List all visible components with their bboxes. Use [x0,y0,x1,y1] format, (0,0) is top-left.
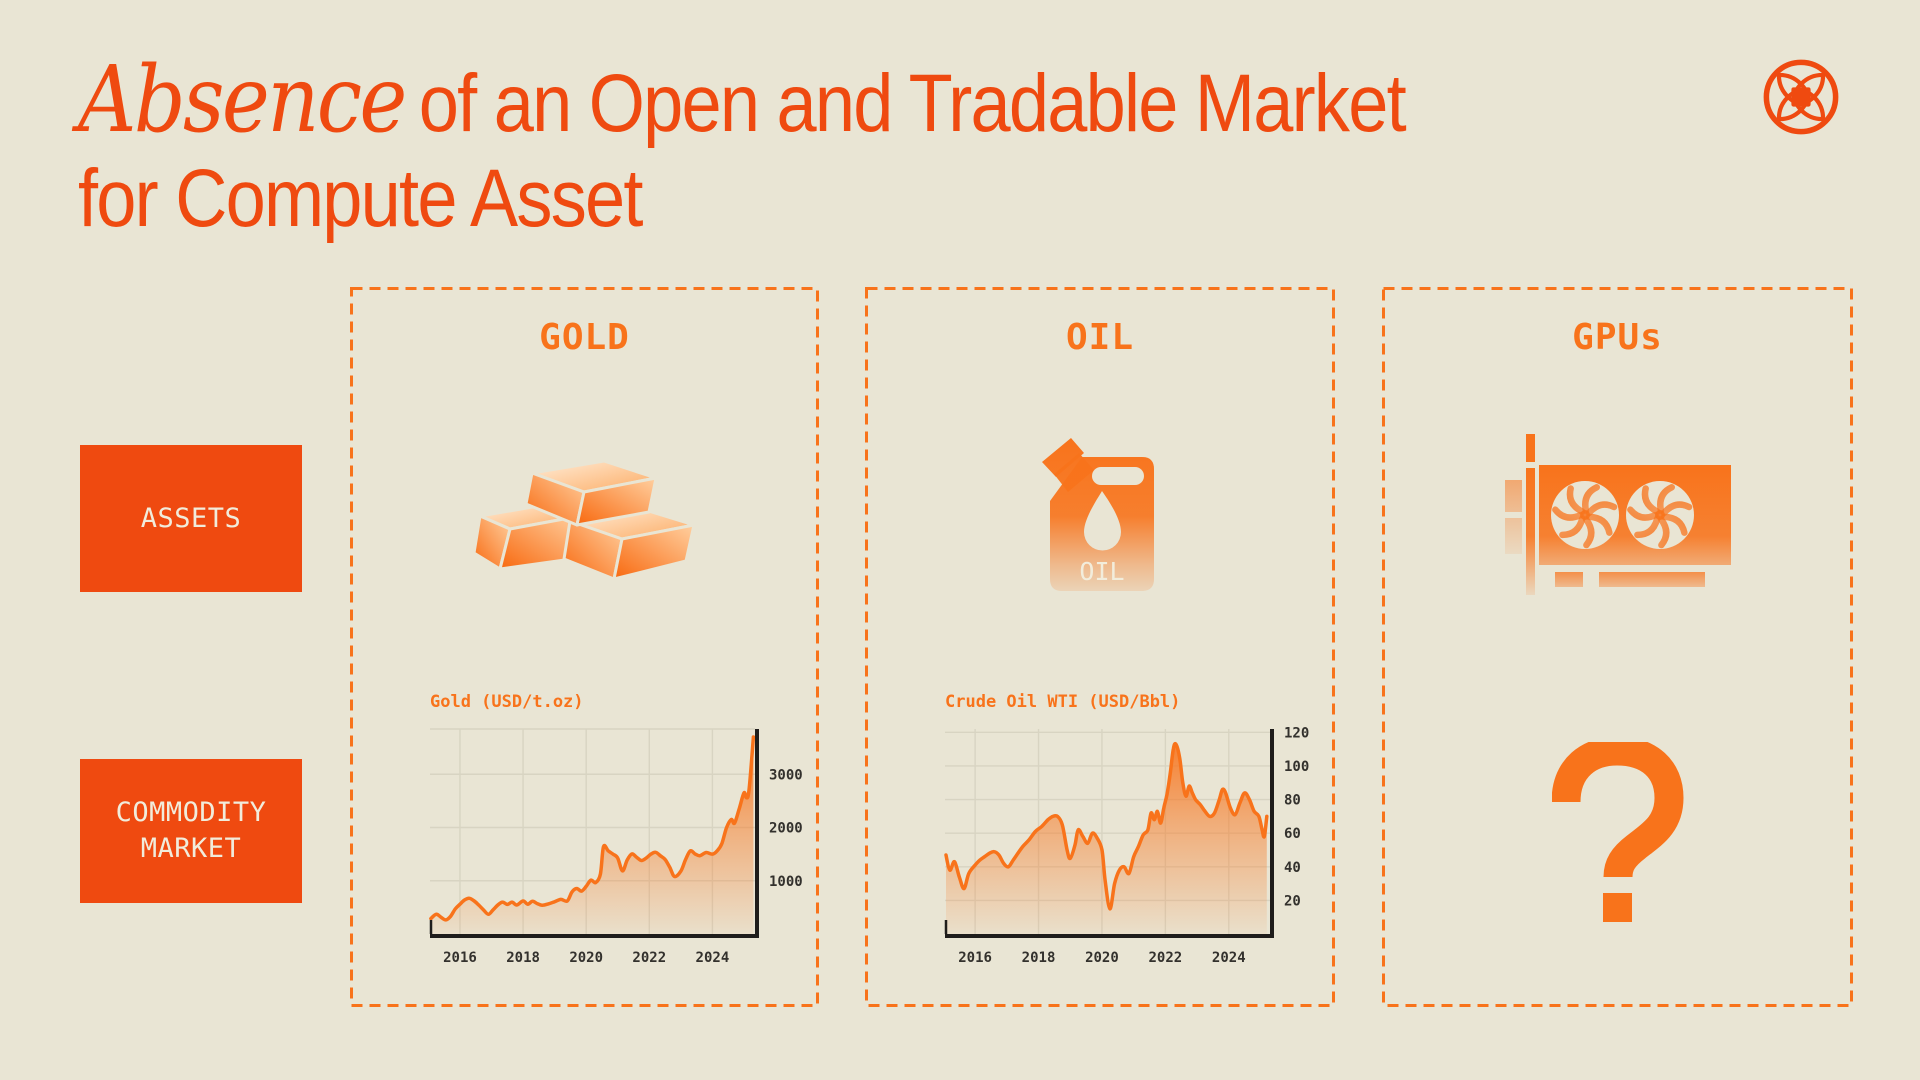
oil-price-chart: Crude Oil WTI (USD/Bbl) 20 40 60 80 100 120 20… [865,692,1335,992]
svg-text:2024: 2024 [696,950,730,966]
column-gpus: GPUs [1382,287,1853,1007]
svg-text:2020: 2020 [1085,950,1119,966]
title-line-1: Absence of an Open and Tradable Market [78,52,1407,151]
brand-logo [1762,58,1840,136]
column-oil: OIL OIL Crude Oil WTI (USD/Bbl) 20 [865,287,1335,1007]
svg-text:2024: 2024 [1212,950,1246,966]
column-title-gold: GOLD [539,317,630,358]
svg-text:2022: 2022 [632,950,666,966]
assets-label: ASSETS [140,502,242,534]
question-mark-icon [1551,742,1684,922]
column-gold: GOLD Gold [350,287,819,1007]
dashed-border [1382,287,1853,1007]
dashed-border [350,287,819,1007]
svg-text:2016: 2016 [958,950,992,966]
svg-text:2018: 2018 [506,950,540,966]
row-label-commodity-market: COMMODITY MARKET [80,759,302,903]
svg-text:80: 80 [1284,793,1301,809]
svg-text:2000: 2000 [769,821,803,837]
svg-text:2020: 2020 [569,950,603,966]
svg-text:3000: 3000 [769,767,803,783]
svg-text:1000: 1000 [769,874,803,890]
gold-price-chart: Gold (USD/t.oz) 1000 2000 3000 2016 2018 2020… [350,692,819,992]
oil-chart-plot: 20 40 60 80 100 120 2016 2018 2020 2022 2024 [944,725,1309,966]
svg-text:2018: 2018 [1022,950,1056,966]
svg-text:100: 100 [1284,759,1309,775]
gold-bars-icon [472,459,695,581]
graphics-card-icon [1504,434,1731,595]
page-title: Absence of an Open and Tradable Market fo… [78,52,1407,246]
gpu-fan-right [1625,481,1694,549]
commodity-label-line2: MARKET [140,833,242,864]
title-rest: of an Open and Tradable Market [418,58,1407,149]
svg-text:2016: 2016 [443,950,477,966]
title-line-2: for Compute Asset [78,153,643,244]
column-title-gpus: GPUs [1572,317,1663,358]
oil-icon-label: OIL [1079,557,1124,586]
svg-text:2022: 2022 [1149,950,1183,966]
title-word-absence: Absence [78,46,407,153]
oil-chart-title: Crude Oil WTI (USD/Bbl) [945,692,1181,712]
row-label-assets: ASSETS [80,445,302,592]
svg-text:60: 60 [1284,826,1301,842]
petal-coin-emblem-icon [1763,59,1839,135]
gold-chart-title: Gold (USD/t.oz) [430,692,584,712]
svg-text:120: 120 [1284,725,1309,741]
svg-text:40: 40 [1284,860,1301,876]
gold-chart-plot: 1000 2000 3000 2016 2018 2020 2022 2024 [429,728,803,966]
svg-text:20: 20 [1284,893,1301,909]
commodity-label-line1: COMMODITY [115,797,267,828]
gpu-fan-left [1550,481,1619,549]
oil-jerrycan-icon: OIL [1042,438,1154,591]
column-title-oil: OIL [1065,317,1135,358]
